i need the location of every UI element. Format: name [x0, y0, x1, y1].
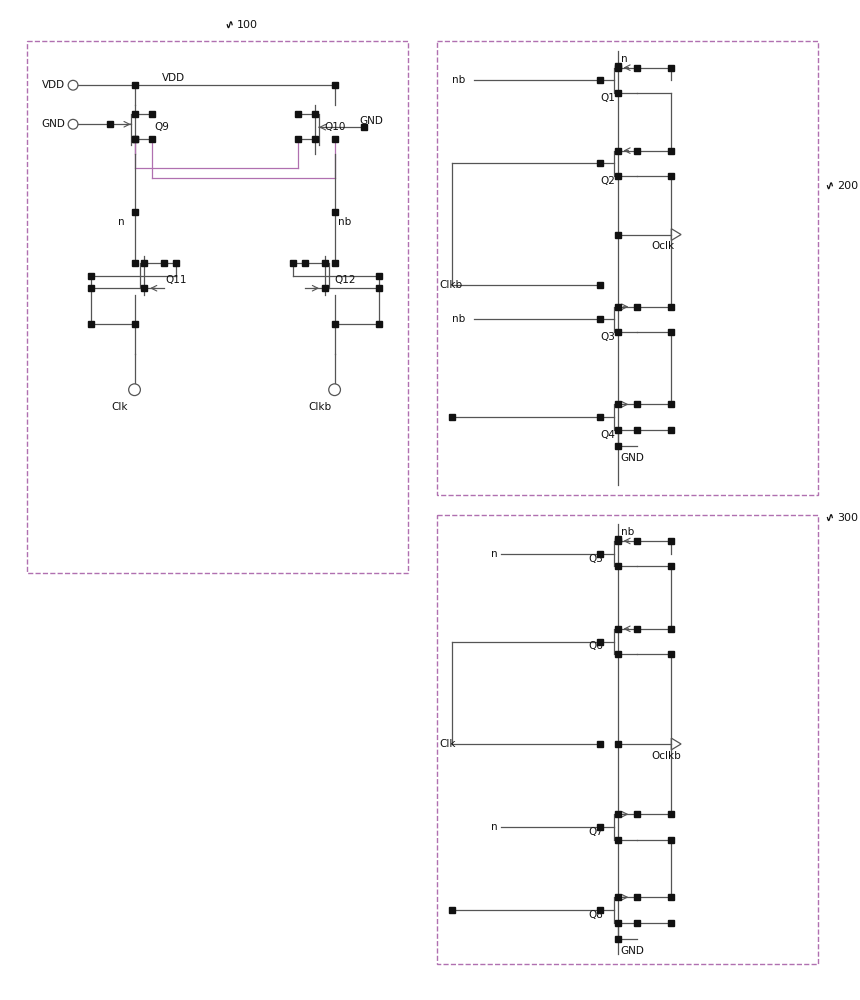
Text: nb: nb: [621, 527, 634, 537]
Text: n: n: [491, 549, 497, 559]
Text: 100: 100: [237, 20, 258, 30]
Text: nb: nb: [452, 314, 465, 324]
Text: Q2: Q2: [600, 176, 615, 186]
Text: n: n: [621, 54, 627, 64]
Text: VDD: VDD: [42, 80, 65, 90]
Text: 300: 300: [838, 513, 858, 523]
Text: GND: GND: [42, 119, 65, 129]
Text: nb: nb: [337, 217, 351, 227]
Text: GND: GND: [621, 453, 644, 463]
Text: Q4: Q4: [600, 430, 615, 440]
Text: Q8: Q8: [588, 910, 603, 920]
Bar: [437, 41, 818, 495]
Text: 200: 200: [838, 181, 858, 191]
Text: Q12: Q12: [335, 275, 356, 285]
Text: n: n: [118, 217, 125, 227]
Text: Q7: Q7: [588, 827, 603, 837]
Text: Q1: Q1: [600, 93, 615, 103]
Text: GND: GND: [621, 946, 644, 956]
Text: Q11: Q11: [166, 275, 187, 285]
Text: VDD: VDD: [162, 73, 185, 83]
Text: Clkb: Clkb: [309, 402, 331, 412]
Text: Clkb: Clkb: [439, 280, 462, 290]
Text: Q6: Q6: [588, 641, 603, 651]
Text: Clk: Clk: [439, 739, 456, 749]
Text: Q10: Q10: [325, 122, 347, 132]
Text: Q9: Q9: [154, 122, 169, 132]
Bar: [437, 515, 818, 964]
Text: nb: nb: [452, 75, 465, 85]
Text: Clk: Clk: [112, 402, 128, 412]
Text: Q3: Q3: [600, 332, 615, 342]
Text: n: n: [491, 822, 497, 832]
Text: Oclkb: Oclkb: [652, 751, 681, 761]
Text: Q5: Q5: [588, 554, 603, 564]
Bar: [28, 41, 408, 573]
Text: Oclk: Oclk: [652, 241, 675, 251]
Text: GND: GND: [359, 116, 383, 126]
